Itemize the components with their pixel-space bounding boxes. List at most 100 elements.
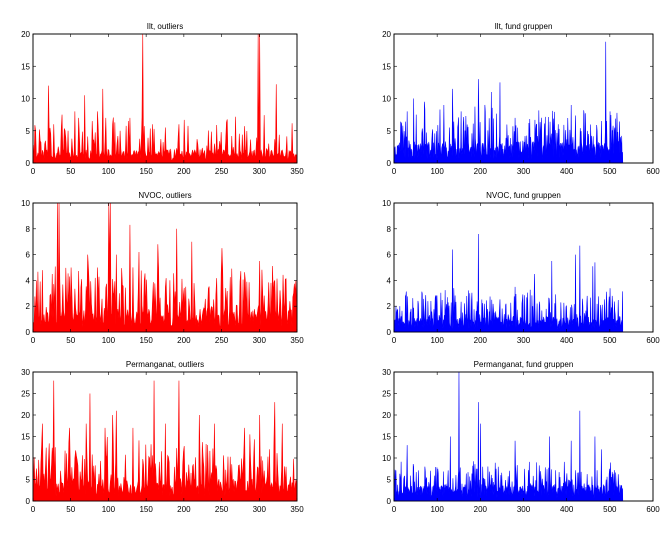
x-tick-label: 350 bbox=[290, 336, 304, 345]
x-tick-label: 150 bbox=[139, 167, 153, 176]
x-tick-label: 300 bbox=[253, 505, 267, 514]
y-tick-label: 5 bbox=[26, 127, 31, 136]
x-tick-label: 250 bbox=[215, 336, 229, 345]
x-tick-label: 600 bbox=[646, 505, 660, 514]
subplot-nvoc-fund-gruppen: 0 100 200 300 400 500 600 0 2 4 6 8 10 NVOC, fund gru… bbox=[382, 191, 660, 345]
chart-title: Permanganat, outliers bbox=[126, 360, 204, 369]
x-tick-label: 350 bbox=[290, 505, 304, 514]
x-tick-label: 300 bbox=[253, 167, 267, 176]
x-tick-label: 100 bbox=[102, 336, 116, 345]
y-tick-label: 25 bbox=[21, 390, 30, 399]
x-tick-label: 400 bbox=[560, 505, 574, 514]
x-tick-label: 500 bbox=[603, 167, 617, 176]
subplot-ilt-fund-gruppen: 0 100 200 300 400 500 600 0 5 10 15 20 Ilt, fund gru… bbox=[382, 22, 660, 176]
y-tick-label: 20 bbox=[382, 411, 391, 420]
subplot-nvoc-outliers: 0 50 100 150 200 250 300 350 0 2 4 6 8 10 NVOC, outlie… bbox=[21, 191, 304, 345]
x-tick-label: 200 bbox=[474, 167, 488, 176]
chart-title: Ilt, outliers bbox=[147, 22, 183, 31]
x-tick-label: 100 bbox=[102, 505, 116, 514]
y-tick-label: 0 bbox=[26, 159, 31, 168]
data-series bbox=[393, 371, 624, 502]
x-tick-label: 0 bbox=[392, 167, 397, 176]
x-tick-label: 300 bbox=[517, 505, 531, 514]
x-tick-label: 50 bbox=[66, 336, 75, 345]
subplot-permanganat-fund-gruppen: 0 100 200 300 400 500 600 0 5 10 15 20 25 30 Permangan… bbox=[382, 360, 660, 514]
y-tick-label: 10 bbox=[382, 95, 391, 104]
x-tick-label: 0 bbox=[31, 336, 36, 345]
data-series bbox=[32, 202, 298, 333]
y-tick-label: 20 bbox=[21, 30, 30, 39]
x-tick-label: 350 bbox=[290, 167, 304, 176]
y-tick-label: 0 bbox=[26, 328, 31, 337]
y-tick-label: 4 bbox=[26, 276, 31, 285]
y-tick-label: 6 bbox=[26, 251, 31, 260]
y-tick-label: 5 bbox=[26, 476, 31, 485]
y-tick-label: 5 bbox=[387, 476, 392, 485]
y-tick-label: 0 bbox=[387, 159, 392, 168]
x-tick-label: 0 bbox=[31, 505, 36, 514]
y-tick-label: 4 bbox=[387, 276, 392, 285]
chart-title: Ilt, fund gruppen bbox=[495, 22, 553, 31]
y-tick-label: 15 bbox=[382, 433, 391, 442]
x-tick-label: 100 bbox=[430, 505, 444, 514]
x-tick-label: 400 bbox=[560, 336, 574, 345]
x-tick-label: 200 bbox=[177, 167, 191, 176]
y-tick-label: 15 bbox=[382, 62, 391, 71]
y-tick-label: 0 bbox=[387, 497, 392, 506]
x-tick-label: 200 bbox=[474, 336, 488, 345]
y-tick-label: 10 bbox=[21, 199, 30, 208]
x-tick-label: 0 bbox=[392, 336, 397, 345]
x-tick-label: 300 bbox=[517, 336, 531, 345]
y-tick-label: 5 bbox=[387, 127, 392, 136]
data-series bbox=[393, 233, 624, 333]
y-tick-label: 15 bbox=[21, 62, 30, 71]
y-tick-label: 2 bbox=[26, 302, 31, 311]
y-tick-label: 10 bbox=[21, 454, 30, 463]
x-tick-label: 200 bbox=[177, 336, 191, 345]
x-tick-label: 0 bbox=[392, 505, 397, 514]
x-tick-label: 200 bbox=[474, 505, 488, 514]
x-tick-label: 150 bbox=[139, 336, 153, 345]
x-tick-label: 200 bbox=[177, 505, 191, 514]
subplot-permanganat-outliers: 0 50 100 150 200 250 300 350 0 5 10 15 20 25 30 Permang… bbox=[21, 360, 304, 514]
y-tick-label: 25 bbox=[382, 390, 391, 399]
x-tick-label: 300 bbox=[253, 336, 267, 345]
y-tick-label: 30 bbox=[21, 368, 30, 377]
x-tick-label: 250 bbox=[215, 167, 229, 176]
y-tick-label: 20 bbox=[382, 30, 391, 39]
y-tick-label: 30 bbox=[382, 368, 391, 377]
x-tick-label: 100 bbox=[430, 336, 444, 345]
data-series bbox=[32, 33, 298, 164]
x-tick-label: 100 bbox=[430, 167, 444, 176]
data-series bbox=[32, 380, 298, 502]
x-tick-label: 250 bbox=[215, 505, 229, 514]
chart-title: NVOC, outliers bbox=[138, 191, 191, 200]
y-tick-label: 2 bbox=[387, 302, 392, 311]
x-tick-label: 100 bbox=[102, 167, 116, 176]
x-tick-label: 150 bbox=[139, 505, 153, 514]
x-tick-label: 400 bbox=[560, 167, 574, 176]
axes-border bbox=[32, 202, 298, 333]
x-tick-label: 0 bbox=[31, 167, 36, 176]
y-tick-label: 8 bbox=[26, 225, 31, 234]
y-tick-label: 10 bbox=[21, 95, 30, 104]
chart-title: NVOC, fund gruppen bbox=[486, 191, 561, 200]
y-tick-label: 8 bbox=[387, 225, 392, 234]
x-tick-label: 600 bbox=[646, 167, 660, 176]
x-tick-label: 50 bbox=[66, 505, 75, 514]
subplot-ilt-outliers: 0 50 100 150 200 250 300 350 0 5 10 15 20 Ilt, outlie… bbox=[21, 22, 304, 176]
x-tick-label: 500 bbox=[603, 336, 617, 345]
x-tick-label: 50 bbox=[66, 167, 75, 176]
y-tick-label: 10 bbox=[382, 199, 391, 208]
x-tick-label: 600 bbox=[646, 336, 660, 345]
x-tick-label: 300 bbox=[517, 167, 531, 176]
y-tick-label: 20 bbox=[21, 411, 30, 420]
x-tick-label: 500 bbox=[603, 505, 617, 514]
y-tick-label: 0 bbox=[387, 328, 392, 337]
y-tick-label: 0 bbox=[26, 497, 31, 506]
y-tick-label: 10 bbox=[382, 454, 391, 463]
data-series bbox=[393, 41, 624, 164]
y-tick-label: 6 bbox=[387, 251, 392, 260]
chart-title: Permanganat, fund gruppen bbox=[474, 360, 574, 369]
